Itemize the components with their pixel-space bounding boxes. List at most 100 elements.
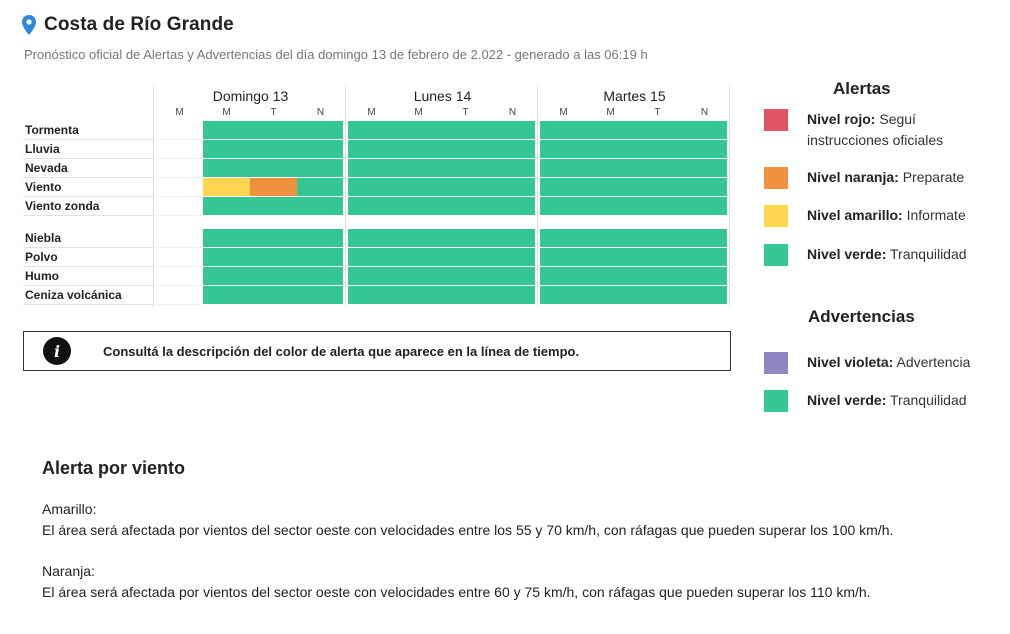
alert-cell	[442, 286, 489, 304]
page-header: Costa de Río Grande	[22, 14, 234, 36]
alert-cell	[395, 248, 442, 266]
alert-cell	[587, 286, 634, 304]
alert-cell	[297, 159, 343, 177]
alert-cell	[681, 248, 727, 266]
alert-cell	[250, 229, 297, 247]
alert-cell	[297, 178, 343, 196]
row-label: Ceniza volcánica	[25, 288, 122, 302]
slot-header: M	[222, 107, 231, 118]
alert-cell	[203, 178, 250, 196]
day-separator	[153, 85, 154, 307]
empty-cell	[156, 158, 202, 159]
alert-cell	[348, 178, 395, 196]
alert-cell	[297, 267, 343, 285]
day-separator	[345, 85, 346, 307]
slot-header: N	[700, 107, 709, 118]
alert-cell	[634, 121, 681, 139]
alert-cell	[395, 286, 442, 304]
alert-cell	[203, 159, 250, 177]
alert-cell	[587, 178, 634, 196]
legend-warnings-title: Advertencias	[808, 307, 915, 326]
legend-swatch-green	[764, 244, 788, 266]
legend-alerts-title: Alertas	[833, 79, 891, 98]
slot-header: T	[270, 107, 277, 118]
alert-cell	[681, 197, 727, 215]
row-divider	[23, 285, 153, 286]
alert-cell	[442, 178, 489, 196]
alert-cell	[442, 267, 489, 285]
alert-cell	[250, 248, 297, 266]
legend-item-green: Nivel verde: Tranquilidad	[807, 246, 967, 262]
alert-cell	[250, 178, 297, 196]
alert-cell	[634, 197, 681, 215]
info-text: Consultá la descripción del color de ale…	[103, 343, 580, 359]
alert-cell	[587, 121, 634, 139]
alert-cell	[442, 248, 489, 266]
alert-cell	[250, 121, 297, 139]
row-divider	[23, 304, 153, 305]
slot-header: M	[367, 107, 376, 118]
alert-cell	[587, 159, 634, 177]
alert-cell	[634, 286, 681, 304]
alert-cell	[348, 267, 395, 285]
alert-level-orange-label: Naranja:	[42, 563, 95, 579]
alert-cell	[587, 229, 634, 247]
alert-cell	[442, 121, 489, 139]
slot-header: N	[316, 107, 325, 118]
alert-cell	[348, 159, 395, 177]
alert-cell	[348, 248, 395, 266]
alert-cell	[203, 140, 250, 158]
row-divider	[23, 177, 153, 178]
alert-cell	[297, 197, 343, 215]
alert-cell	[203, 248, 250, 266]
alert-cell	[348, 286, 395, 304]
alert-cell	[634, 267, 681, 285]
alert-cell	[203, 197, 250, 215]
legend-item-green-warning: Nivel verde: Tranquilidad	[807, 392, 967, 408]
alert-cell	[540, 178, 587, 196]
legend-item-yellow: Nivel amarillo: Informate	[807, 207, 966, 223]
page-subtitle: Pronóstico oficial de Alertas y Adverten…	[24, 47, 648, 62]
alert-cell	[348, 197, 395, 215]
row-divider	[23, 196, 153, 197]
alert-cell	[634, 248, 681, 266]
slot-header: T	[654, 107, 661, 118]
legend-item-violet: Nivel violeta: Advertencia	[807, 354, 971, 370]
alert-level-orange-text: El área será afectada por vientos del se…	[42, 584, 871, 600]
row-divider	[23, 139, 153, 140]
alert-cell	[634, 159, 681, 177]
alert-cell	[587, 140, 634, 158]
alert-cell	[442, 159, 489, 177]
alert-cell	[540, 197, 587, 215]
slot-header: M	[606, 107, 615, 118]
alert-level-yellow-label: Amarillo:	[42, 501, 97, 517]
alert-cell	[489, 159, 535, 177]
alert-cell	[681, 267, 727, 285]
slot-header: M	[414, 107, 423, 118]
alert-cell	[681, 229, 727, 247]
location-pin-icon	[22, 15, 36, 35]
alert-level-yellow-text: El área será afectada por vientos del se…	[42, 522, 894, 538]
info-icon: i	[43, 337, 71, 365]
alert-cell	[681, 140, 727, 158]
row-label: Humo	[25, 269, 59, 283]
alert-cell	[395, 197, 442, 215]
alert-cell	[297, 229, 343, 247]
empty-cell	[156, 177, 202, 178]
legend-item-red: Nivel rojo: Seguí instrucciones oficiale…	[807, 111, 944, 148]
row-label: Viento zonda	[25, 199, 100, 213]
empty-cell	[156, 196, 202, 197]
alert-cell	[540, 286, 587, 304]
alert-cell	[489, 121, 535, 139]
alert-cell	[634, 178, 681, 196]
empty-cell	[156, 139, 202, 140]
alert-cell	[203, 267, 250, 285]
alert-cell	[250, 286, 297, 304]
row-label: Nevada	[25, 161, 68, 175]
alert-cell	[395, 229, 442, 247]
alert-cell	[203, 121, 250, 139]
alert-cell	[489, 140, 535, 158]
alert-cell	[250, 197, 297, 215]
slot-header: T	[462, 107, 469, 118]
